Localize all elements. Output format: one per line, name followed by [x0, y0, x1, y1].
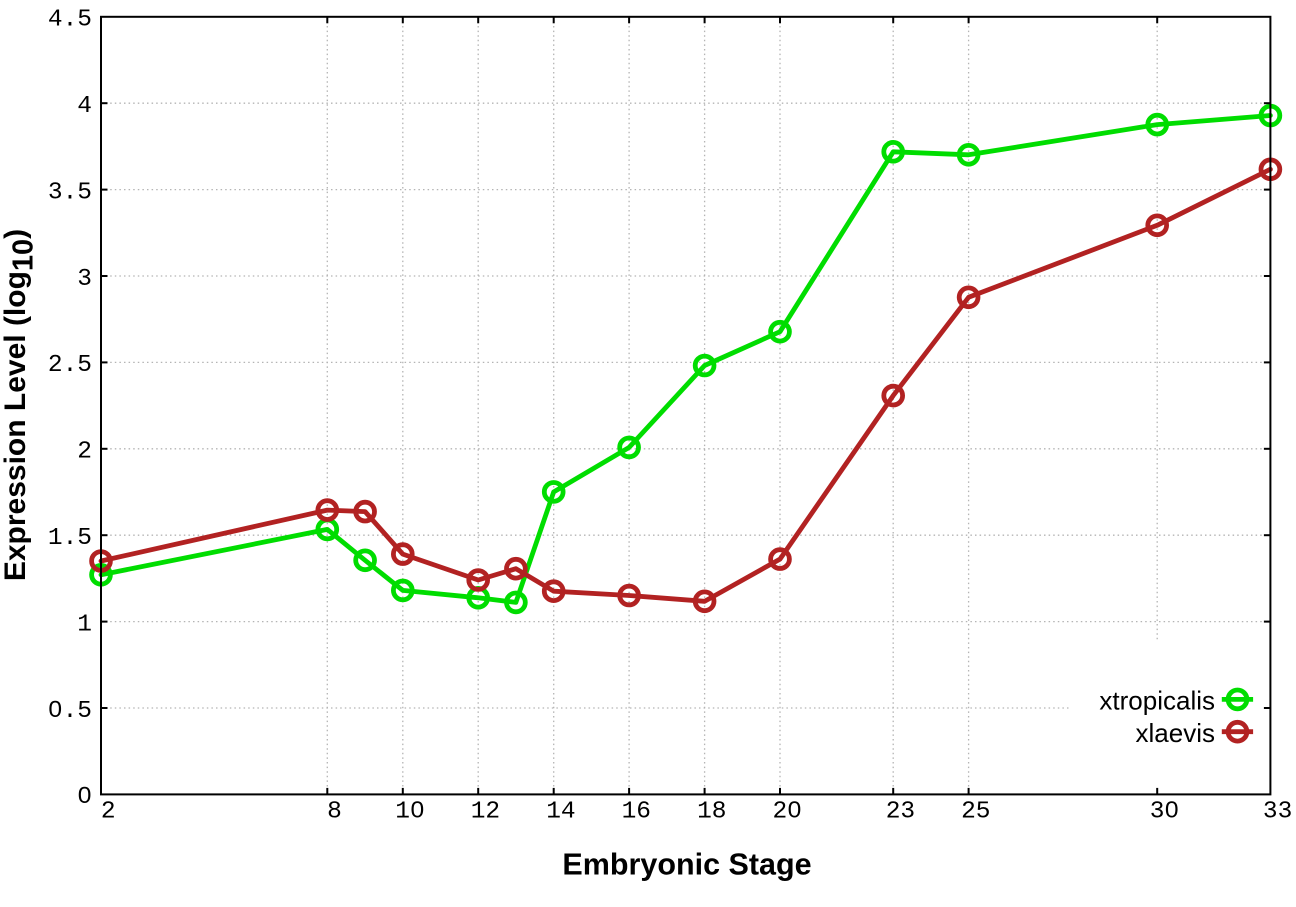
svg-text:1: 1	[77, 611, 92, 638]
svg-text:2: 2	[77, 439, 92, 466]
svg-text:3: 3	[77, 266, 92, 293]
svg-text:2.5: 2.5	[48, 352, 92, 379]
svg-text:12: 12	[471, 798, 500, 825]
svg-text:25: 25	[961, 798, 990, 825]
svg-text:1.5: 1.5	[48, 525, 92, 552]
svg-text:10: 10	[395, 798, 424, 825]
svg-text:4: 4	[77, 93, 92, 120]
svg-text:20: 20	[772, 798, 801, 825]
svg-text:xtropicalis: xtropicalis	[1099, 686, 1215, 716]
svg-text:30: 30	[1150, 798, 1179, 825]
svg-text:33: 33	[1263, 798, 1292, 825]
svg-text:18: 18	[697, 798, 726, 825]
svg-text:14: 14	[546, 798, 575, 825]
svg-text:xlaevis: xlaevis	[1136, 718, 1215, 748]
svg-text:23: 23	[886, 798, 915, 825]
svg-text:3.5: 3.5	[48, 179, 92, 206]
svg-text:2: 2	[101, 798, 116, 825]
svg-text:Embryonic Stage: Embryonic Stage	[562, 848, 811, 882]
svg-text:16: 16	[622, 798, 651, 825]
svg-text:4.5: 4.5	[48, 7, 92, 34]
svg-text:8: 8	[327, 798, 342, 825]
